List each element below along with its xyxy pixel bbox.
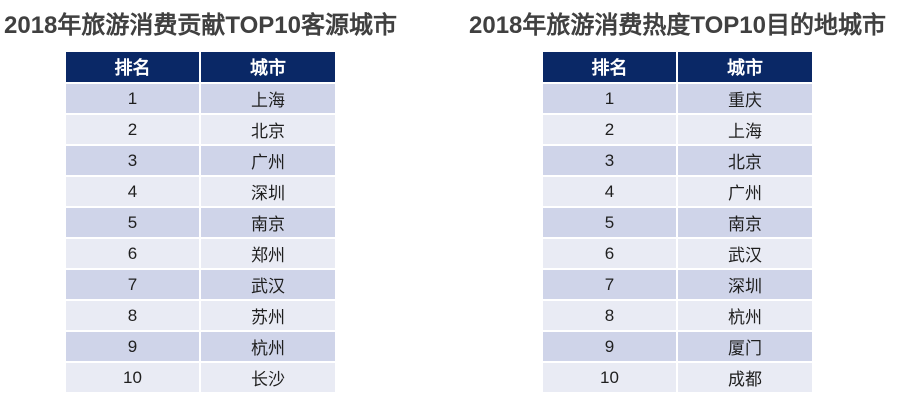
source-cities-table-header: 排名 城市 [66, 52, 335, 82]
city-cell: 厦门 [678, 332, 812, 361]
header-row: 排名 城市 [66, 52, 335, 82]
table-row: 9 杭州 [66, 332, 335, 361]
table-row: 2 上海 [543, 115, 812, 144]
table-row: 3 北京 [543, 146, 812, 175]
source-cities-table: 排名 城市 1 上海 2 北京 3 广州 4 深圳 5 南京 6 郑州 7 武汉 8 苏州 9 杭州 10 长沙 [64, 50, 337, 394]
rank-cell: 2 [66, 115, 199, 144]
table-row: 2 北京 [66, 115, 335, 144]
rank-cell: 9 [66, 332, 199, 361]
destination-cities-table-body: 1 重庆 2 上海 3 北京 4 广州 5 南京 6 武汉 7 深圳 8 杭州 9 厦门 10 成都 [543, 84, 812, 392]
destination-cities-section: 2018年旅游消费热度TOP10目的地城市 排名 城市 1 重庆 2 上海 3 北京 4 广州… [469, 12, 886, 394]
rank-cell: 8 [66, 301, 199, 330]
city-cell: 武汉 [678, 239, 812, 268]
city-cell: 杭州 [201, 332, 335, 361]
header-row: 排名 城市 [543, 52, 812, 82]
city-cell: 杭州 [678, 301, 812, 330]
destination-cities-table: 排名 城市 1 重庆 2 上海 3 北京 4 广州 5 南京 6 武汉 7 深圳 8 杭州 9 厦门 10 成都 [541, 50, 814, 394]
rank-cell: 7 [66, 270, 199, 299]
rank-cell: 5 [543, 208, 676, 237]
rank-cell: 1 [66, 84, 199, 113]
rank-cell: 4 [66, 177, 199, 206]
source-cities-section: 2018年旅游消费贡献TOP10客源城市 排名 城市 1 上海 2 北京 3 广州 4 深圳 5… [4, 12, 397, 394]
rank-cell: 1 [543, 84, 676, 113]
city-cell: 广州 [201, 146, 335, 175]
table-row: 1 上海 [66, 84, 335, 113]
table-row: 5 南京 [66, 208, 335, 237]
rank-cell: 6 [543, 239, 676, 268]
rank-cell: 7 [543, 270, 676, 299]
rank-cell: 5 [66, 208, 199, 237]
city-column-header: 城市 [201, 52, 335, 82]
city-cell: 深圳 [678, 270, 812, 299]
city-cell: 深圳 [201, 177, 335, 206]
table-row: 8 杭州 [543, 301, 812, 330]
table-row: 4 广州 [543, 177, 812, 206]
source-cities-table-body: 1 上海 2 北京 3 广州 4 深圳 5 南京 6 郑州 7 武汉 8 苏州 9 杭州 10 长沙 [66, 84, 335, 392]
city-cell: 北京 [201, 115, 335, 144]
rank-cell: 3 [66, 146, 199, 175]
city-cell: 成都 [678, 363, 812, 392]
city-cell: 上海 [201, 84, 335, 113]
table-row: 5 南京 [543, 208, 812, 237]
table-row: 7 深圳 [543, 270, 812, 299]
rank-cell: 8 [543, 301, 676, 330]
city-column-header: 城市 [678, 52, 812, 82]
destination-cities-title: 2018年旅游消费热度TOP10目的地城市 [469, 12, 886, 39]
city-cell: 重庆 [678, 84, 812, 113]
city-cell: 南京 [201, 208, 335, 237]
city-cell: 北京 [678, 146, 812, 175]
rank-column-header: 排名 [66, 52, 199, 82]
city-cell: 武汉 [201, 270, 335, 299]
rank-column-header: 排名 [543, 52, 676, 82]
table-row: 4 深圳 [66, 177, 335, 206]
city-cell: 郑州 [201, 239, 335, 268]
city-cell: 南京 [678, 208, 812, 237]
table-row: 1 重庆 [543, 84, 812, 113]
rank-cell: 2 [543, 115, 676, 144]
rank-cell: 9 [543, 332, 676, 361]
rank-cell: 4 [543, 177, 676, 206]
city-cell: 广州 [678, 177, 812, 206]
table-row: 9 厦门 [543, 332, 812, 361]
source-cities-title: 2018年旅游消费贡献TOP10客源城市 [4, 12, 397, 39]
city-cell: 苏州 [201, 301, 335, 330]
table-row: 10 长沙 [66, 363, 335, 392]
table-row: 3 广州 [66, 146, 335, 175]
table-row: 6 郑州 [66, 239, 335, 268]
rank-cell: 6 [66, 239, 199, 268]
table-row: 10 成都 [543, 363, 812, 392]
table-row: 8 苏州 [66, 301, 335, 330]
rank-cell: 3 [543, 146, 676, 175]
city-cell: 长沙 [201, 363, 335, 392]
destination-cities-table-header: 排名 城市 [543, 52, 812, 82]
table-row: 7 武汉 [66, 270, 335, 299]
city-cell: 上海 [678, 115, 812, 144]
table-row: 6 武汉 [543, 239, 812, 268]
rank-cell: 10 [543, 363, 676, 392]
rank-cell: 10 [66, 363, 199, 392]
